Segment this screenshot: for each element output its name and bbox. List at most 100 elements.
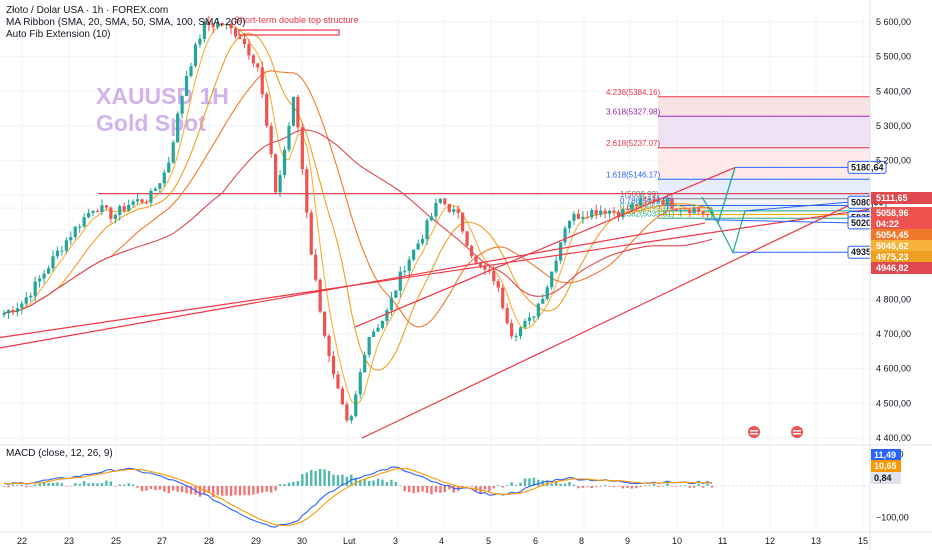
price-tag-label: 4975,23: [876, 252, 909, 262]
macd-histogram-bar: [158, 485, 162, 490]
price-tag[interactable]: [871, 192, 932, 204]
price-tag[interactable]: [871, 262, 932, 274]
double-top-box[interactable]: [238, 29, 340, 36]
macd-histogram-bar: [38, 483, 41, 486]
x-tick-label: 13: [811, 536, 821, 546]
macd-value-label: 0,84: [874, 473, 892, 483]
macd-histogram-bar: [100, 483, 104, 486]
y-tick-label: 5 400,00: [876, 86, 911, 96]
fib-zone: [658, 147, 870, 180]
candle-body: [697, 208, 701, 212]
trendline[interactable]: [0, 222, 706, 349]
trendline[interactable]: [0, 208, 871, 339]
candle-body: [665, 198, 670, 206]
candle-body: [278, 175, 282, 193]
candle-body: [514, 336, 518, 338]
candle-body: [496, 281, 500, 288]
candle-body: [242, 38, 247, 44]
macd-histogram-bar: [470, 485, 473, 487]
candle-body: [95, 211, 100, 213]
price-tag-label: 5054,45: [876, 230, 909, 240]
candle-body: [189, 66, 193, 77]
macd-histogram-bar: [33, 484, 37, 486]
fib-level-label: 1(5089.99): [620, 190, 659, 199]
macd-value-tag[interactable]: [871, 472, 901, 484]
candle-body: [269, 126, 273, 155]
candle-body: [376, 327, 380, 332]
macd-histogram-bar: [91, 483, 95, 486]
macd-histogram-bar: [256, 485, 260, 494]
candle-body: [612, 210, 616, 213]
candle-body: [692, 208, 696, 214]
macd-value-tag[interactable]: [871, 460, 901, 472]
fib-extension-legend[interactable]: Auto Fib Extension (10): [6, 29, 111, 40]
price-tag[interactable]: [871, 229, 932, 241]
candle-body: [149, 190, 153, 203]
macd-histogram-bar: [332, 474, 335, 486]
trendlines[interactable]: [0, 167, 871, 439]
macd-histogram-bar: [639, 485, 642, 487]
macd-histogram-bar: [421, 485, 424, 492]
macd-histogram-bar: [29, 485, 32, 487]
macd-histogram-bar: [488, 485, 491, 492]
candle-body: [474, 256, 478, 263]
macd-value-label: 11,49: [874, 450, 896, 460]
projection-price-label: 5080,00: [851, 197, 884, 207]
price-tag[interactable]: [871, 207, 932, 219]
candle-body: [87, 212, 91, 218]
macd-histogram-bar: [301, 474, 304, 486]
x-tick-label: 28: [204, 536, 214, 546]
projection-price-label: 5180,64: [851, 162, 884, 172]
candle-body: [648, 198, 652, 200]
candle-body: [576, 213, 581, 219]
candle-body: [198, 38, 202, 45]
candle-body: [323, 311, 327, 336]
candle-body: [380, 320, 385, 328]
projection-price-box[interactable]: [847, 160, 887, 174]
candle-body: [416, 243, 420, 250]
macd-histogram-bar: [269, 485, 273, 493]
ma-ribbon-legend[interactable]: MA Ribbon (SMA, 20, SMA, 50, SMA, 100, S…: [6, 17, 246, 28]
ma-line-200: [3, 129, 713, 314]
macd-histogram-bar: [336, 475, 340, 486]
candle-body: [349, 416, 353, 421]
moving-average-ribbon: [3, 23, 713, 406]
candles: [2, 15, 714, 424]
candle-body: [340, 388, 345, 405]
macd-histogram-bar: [416, 485, 420, 493]
candle-body: [510, 323, 514, 337]
price-tag-label: 5111,65: [876, 193, 908, 203]
x-tick-label: 29: [251, 536, 261, 546]
macd-histogram-bar: [572, 484, 576, 486]
macd-histogram-bar: [697, 483, 700, 486]
candle-body: [501, 287, 505, 309]
price-tag[interactable]: [871, 240, 932, 252]
candle-body: [127, 204, 131, 211]
macd-histogram-bar: [51, 482, 55, 486]
price-tag[interactable]: [871, 218, 932, 230]
price-tag[interactable]: [871, 251, 932, 263]
macd-histogram-bar: [140, 485, 144, 492]
candle-body: [483, 266, 487, 270]
macd-legend[interactable]: MACD (close, 12, 26, 9): [6, 448, 113, 459]
candle-body: [358, 372, 362, 395]
us-flag-icon[interactable]: [748, 426, 760, 438]
x-tick-label: 12: [765, 536, 775, 546]
candle-body: [69, 237, 73, 241]
macd-histogram-bar: [514, 485, 518, 486]
candle-body: [625, 209, 629, 211]
macd-histogram-bar: [452, 485, 455, 493]
macd-histogram-bar: [652, 484, 656, 486]
macd-value-tag[interactable]: [871, 449, 901, 461]
macd-histogram-bar: [2, 485, 6, 487]
trendline[interactable]: [354, 167, 736, 328]
macd-histogram-bar: [617, 485, 620, 487]
candle-body: [91, 211, 95, 213]
us-flag-icon[interactable]: [791, 426, 803, 438]
macd-histogram-bar: [42, 481, 46, 486]
macd-histogram-bar: [172, 485, 175, 491]
macd-histogram-bar: [123, 484, 126, 486]
trendline[interactable]: [361, 194, 871, 439]
